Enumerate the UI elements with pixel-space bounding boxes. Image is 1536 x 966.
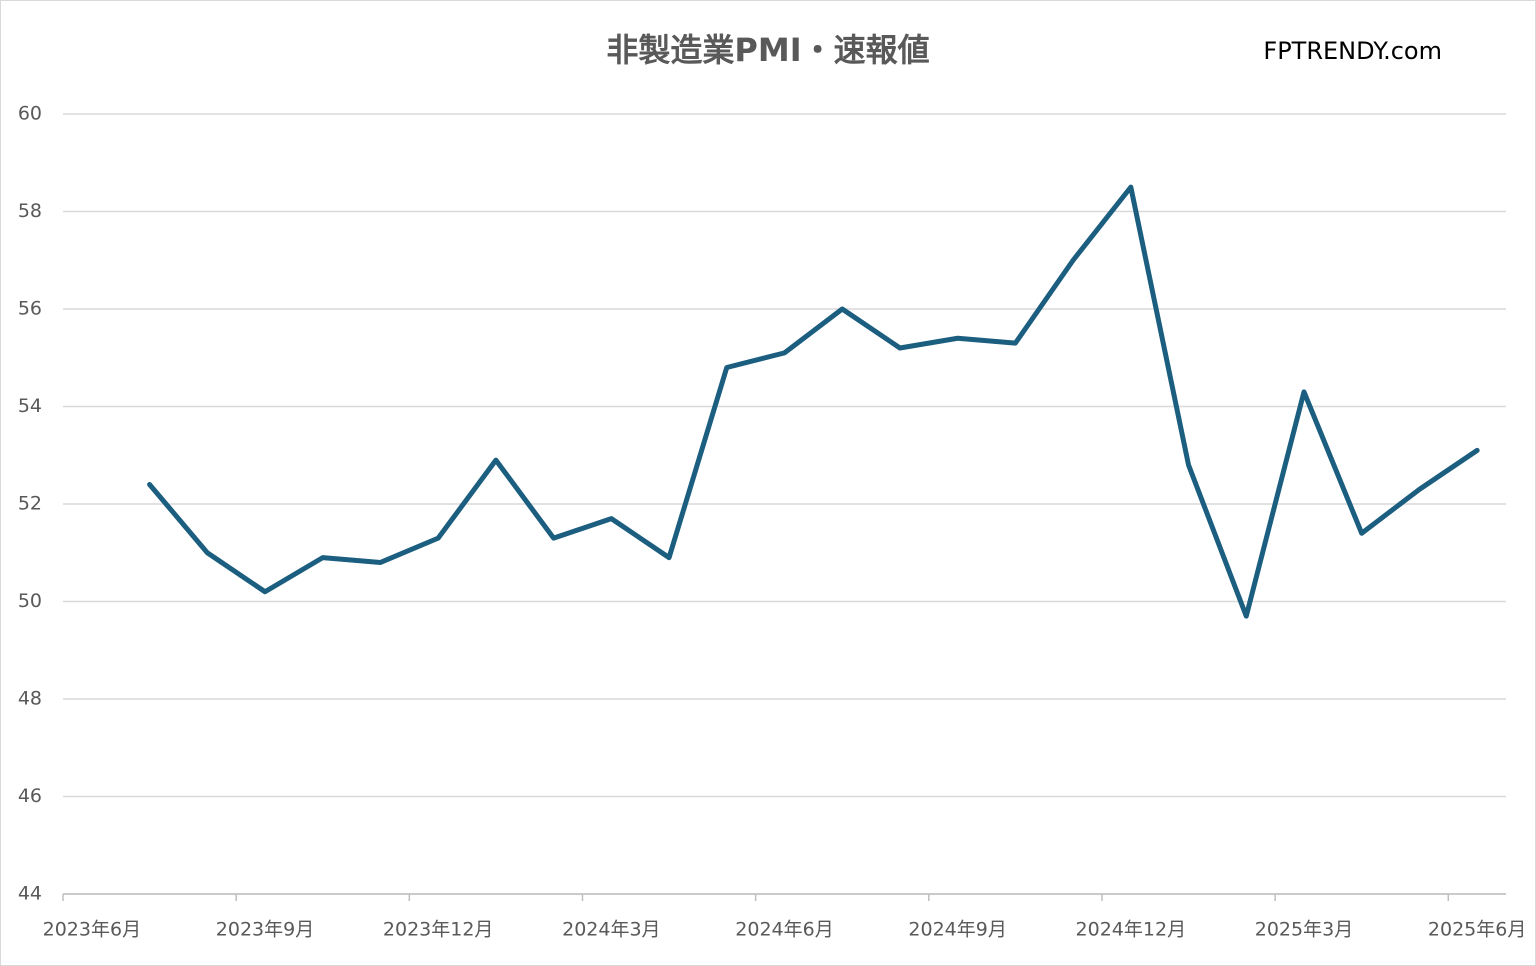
x-tick-label: 2023年9月 (216, 919, 314, 941)
y-tick-label: 50 (18, 590, 42, 612)
y-tick-label: 52 (18, 493, 42, 515)
y-tick-label: 60 (18, 103, 42, 125)
x-tick-label: 2024年3月 (562, 919, 660, 941)
y-tick-label: 46 (18, 785, 42, 807)
y-tick-label: 48 (18, 688, 42, 710)
x-tick-label: 2024年6月 (735, 919, 833, 941)
x-tick-label: 2023年6月 (43, 919, 141, 941)
x-tick-label: 2024年12月 (1076, 919, 1187, 941)
x-tick-label: 2025年3月 (1255, 919, 1353, 941)
x-tick-label: 2023年12月 (383, 919, 494, 941)
y-tick-label: 58 (18, 200, 42, 222)
y-tick-label: 44 (18, 883, 42, 905)
brand: FPTRENDY.com (1263, 37, 1442, 65)
x-tick-label: 2024年9月 (908, 919, 1006, 941)
chart-title: 非製造業PMI・速報値 (606, 31, 929, 69)
data-line (147, 184, 1480, 619)
x-tick-label: 2025年6月 (1428, 919, 1526, 941)
y-tick-label: 54 (18, 395, 42, 417)
y-tick-label: 56 (18, 298, 42, 320)
